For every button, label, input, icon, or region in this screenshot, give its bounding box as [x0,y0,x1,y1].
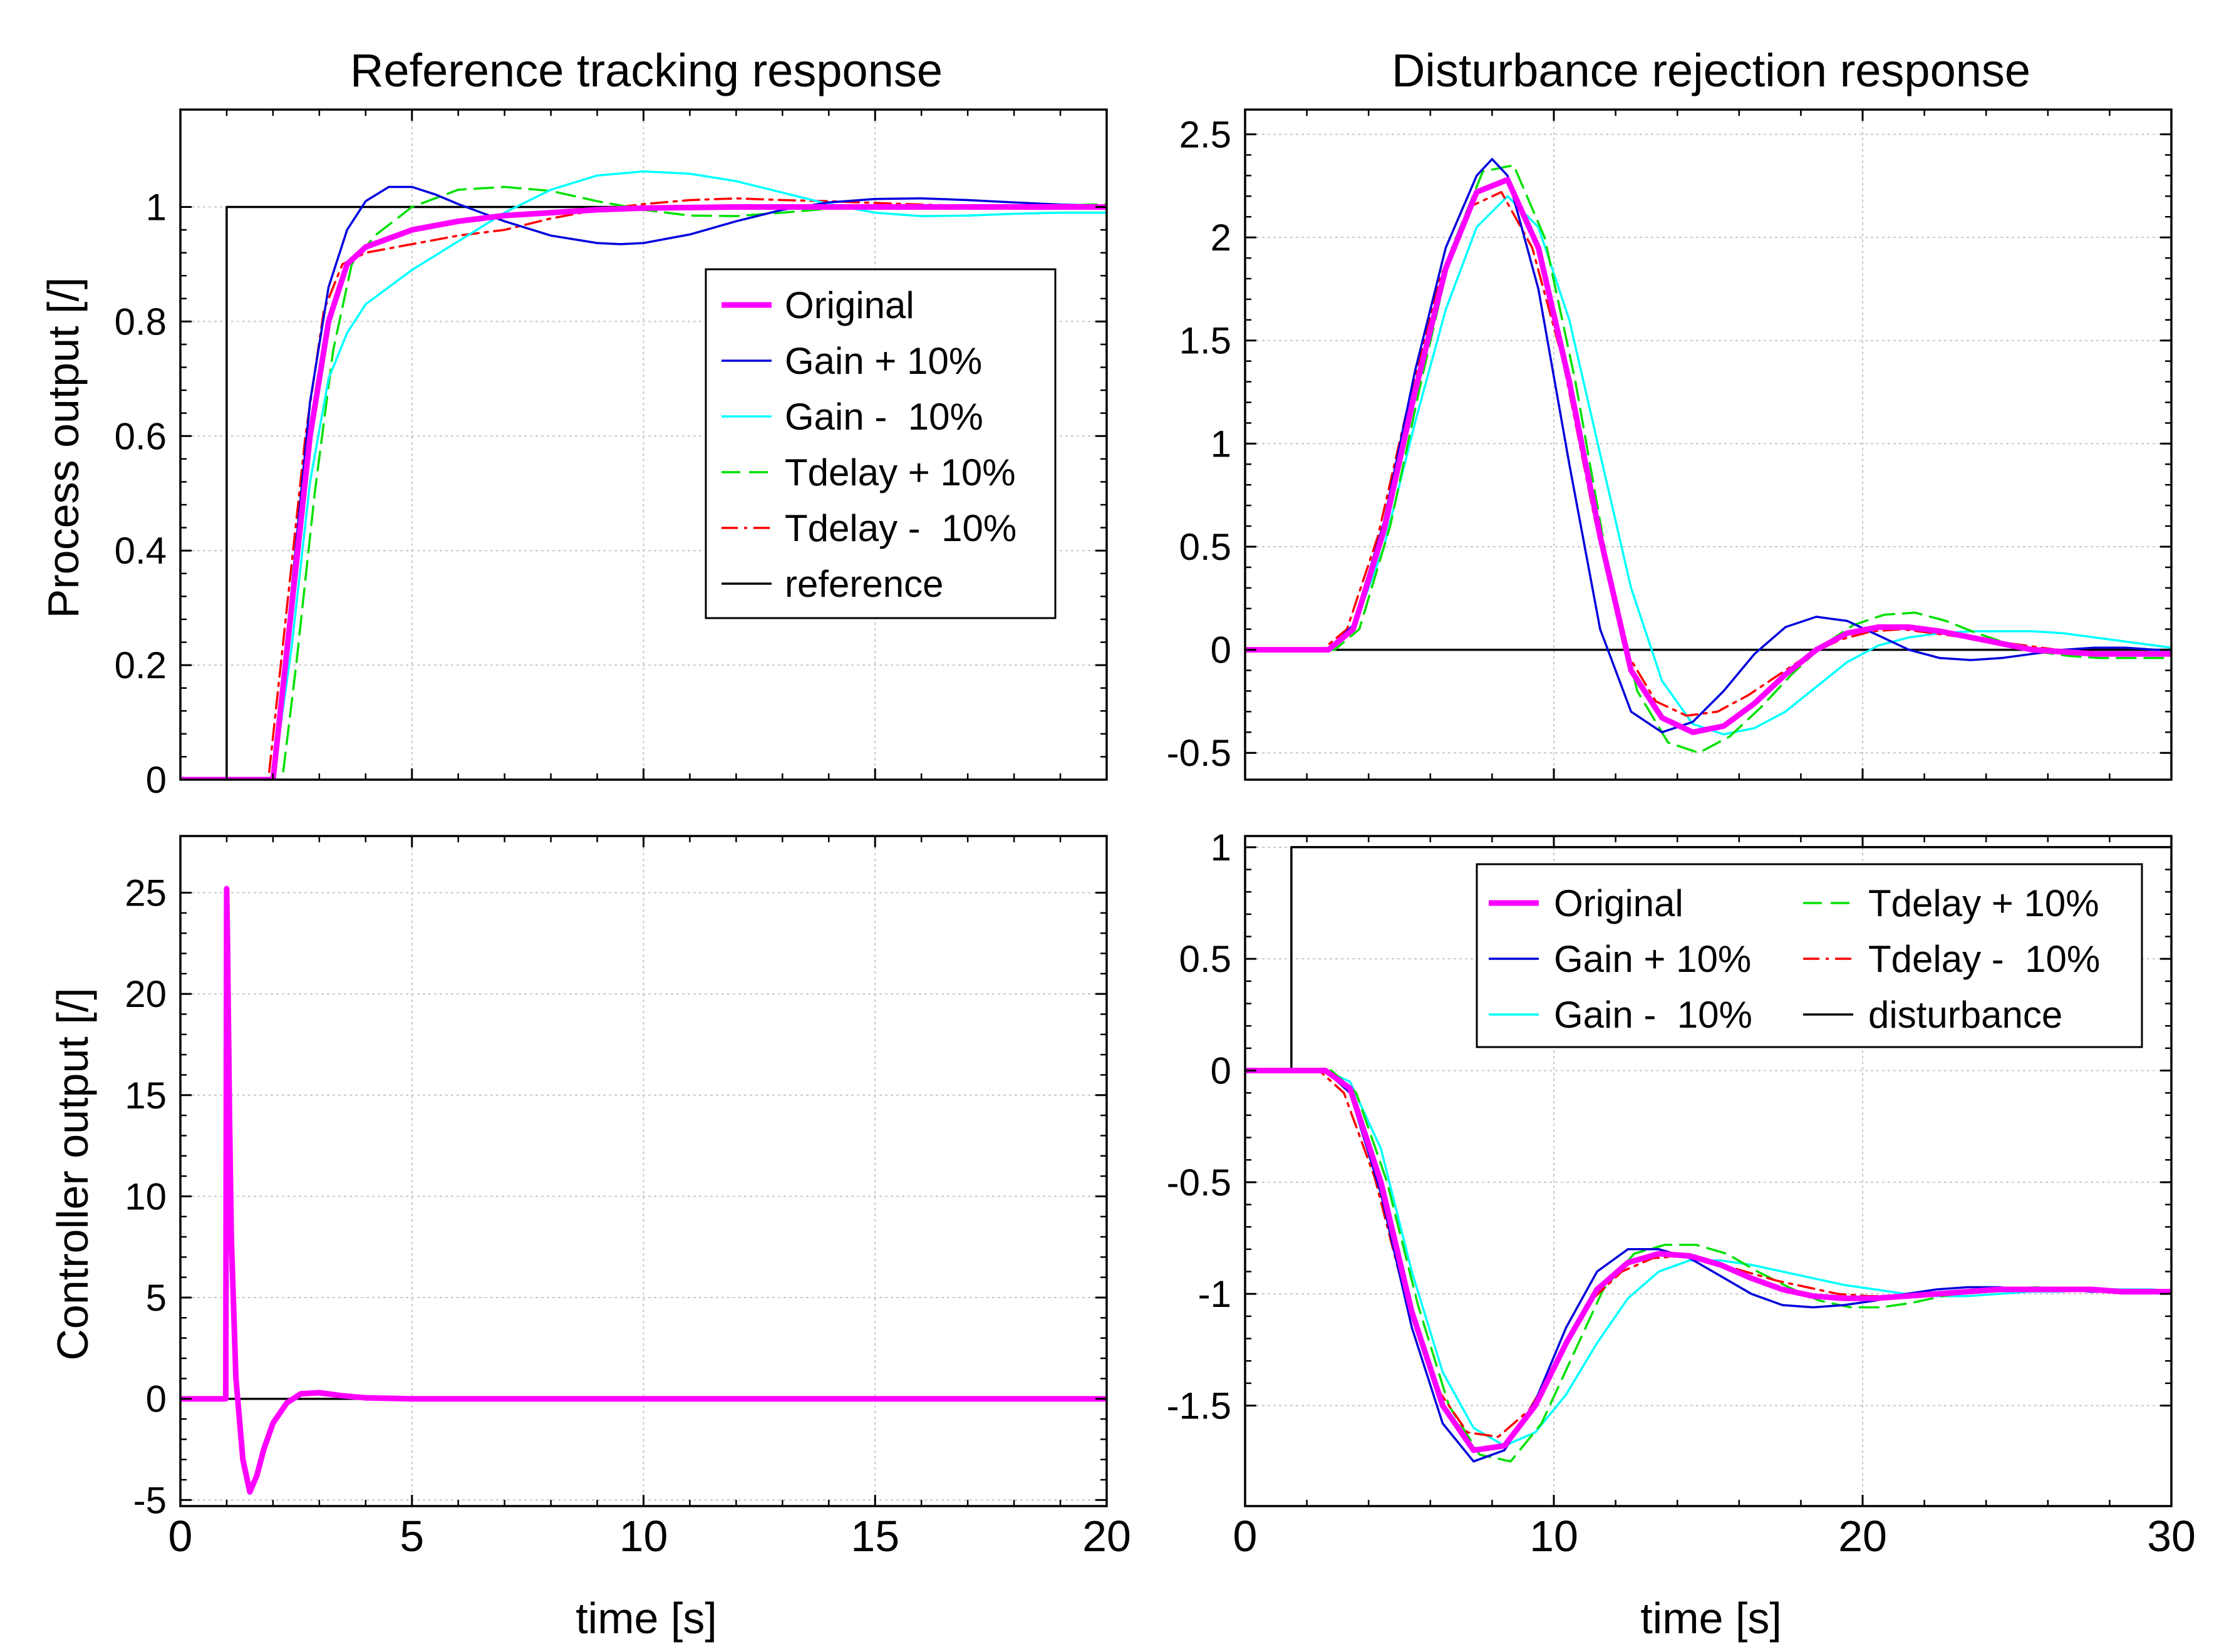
axes-frame [1244,108,2173,781]
legend-label-tdelay-plus: Tdelay + 10% [1868,882,2099,924]
legend-label-gain-minus: Gain - 10% [785,396,983,438]
ticks: -0.5 0 0.5 1 1.5 2 2.5 [1167,110,2173,780]
y-tick-label: 0.8 [115,301,167,343]
y-tick-label: 20 [125,973,167,1015]
xlabel-left: time [s] [576,1594,717,1643]
legend-label-gain-minus: Gain - 10% [1554,994,1752,1036]
legend-label-disturbance: disturbance [1868,994,2062,1036]
legend-box [1476,863,2143,1048]
y-tick-label: 0.6 [115,415,167,457]
y-tick-label: 1.5 [1179,320,1231,362]
y-tick-label: 0.5 [1179,526,1231,568]
series-group [180,885,1107,1495]
axes-reference-process-output: 0 0.2 0.4 0.6 0.8 1 [115,108,1108,801]
x-tick-label: 20 [1838,1512,1887,1561]
x-tick-label: 30 [2147,1512,2196,1561]
y-tick-label: 0.4 [115,530,167,572]
y-tick-label: 0 [146,1378,167,1420]
ticks: 0 0.2 0.4 0.6 0.8 1 [115,110,1108,801]
y-tick-label: 5 [146,1277,167,1319]
ylabel-controller-output: Controller output [/] [48,988,97,1360]
y-tick-label: 1 [1211,827,1231,869]
legend-label-tdelay-plus: Tdelay + 10% [785,452,1016,493]
axes-disturbance-controller-output: 0 10 20 30 -1.5 -1 -0.5 0 0.5 1 [1167,827,2196,1561]
legend-disturbance: Original Gain + 10% Gain - 10% Tdelay + … [1476,863,2143,1048]
y-tick-label: -1 [1198,1273,1231,1315]
x-tick-label: 5 [400,1512,424,1561]
y-tick-label: 0 [146,759,167,801]
y-tick-label: -1.5 [1167,1385,1231,1427]
series-line-gain-10 [180,170,1107,780]
legend-label-reference: reference [785,563,943,605]
legend-box [705,268,1057,619]
legend-label-gain-plus: Gain + 10% [785,340,982,382]
y-tick-label: -0.5 [1167,732,1231,774]
xlabel-right: time [s] [1640,1594,1782,1643]
series-line-tdelay-10 [1245,190,2171,717]
y-tick-label: 10 [125,1175,167,1217]
legend-label-tdelay-minus: Tdelay - 10% [785,507,1016,549]
series-line-original [1245,1068,2171,1453]
series-line-original [1245,177,2171,735]
axes-frame [1244,835,2173,1507]
y-tick-label: 15 [125,1075,167,1117]
series-line-original [180,885,1107,1495]
legend-label-original: Original [785,284,914,326]
x-tick-label: 10 [1529,1512,1578,1561]
y-tick-label: 0.2 [115,644,167,686]
ylabel-process-output: Process output [/] [39,277,88,619]
y-tick-label: 25 [125,872,167,914]
title-disturbance-rejection: Disturbance rejection response [1392,44,2030,96]
y-tick-label: 0 [1211,1050,1231,1092]
legend-reference: Original Gain + 10% Gain - 10% Tdelay + … [705,268,1057,619]
series-line-original [180,204,1107,780]
series-line-gain-10 [1245,158,2171,734]
title-reference-tracking: Reference tracking response [350,44,943,96]
x-tick-label: 15 [851,1512,899,1561]
y-tick-label: -0.5 [1167,1162,1231,1204]
y-tick-label: 1 [146,186,167,228]
y-tick-label: 2.5 [1179,114,1231,156]
legend-label-tdelay-minus: Tdelay - 10% [1868,938,2100,980]
x-tick-label: 10 [619,1512,668,1561]
x-tick-label: 0 [168,1512,193,1561]
x-tick-label: 20 [1082,1512,1131,1561]
axes-disturbance-process-output: -0.5 0 0.5 1 1.5 2 2.5 [1167,108,2173,781]
y-tick-label: 1 [1211,423,1231,465]
legend-label-gain-plus: Gain + 10% [1554,938,1751,980]
series-line-gain-10 [180,185,1107,780]
legend-label-original: Original [1554,882,1683,924]
y-tick-label: 2 [1211,217,1231,259]
ticks: 0 10 20 30 -1.5 -1 -0.5 0 0.5 1 [1167,827,2196,1561]
x-tick-label: 0 [1233,1512,1258,1561]
series-group [1245,846,2171,1463]
y-tick-label: 0.5 [1179,938,1231,980]
series-group [180,170,1107,780]
series-group [1245,158,2171,754]
y-tick-label: -5 [133,1479,167,1521]
series-line-gain-10 [1245,195,2171,736]
y-tick-label: 0 [1211,629,1231,671]
